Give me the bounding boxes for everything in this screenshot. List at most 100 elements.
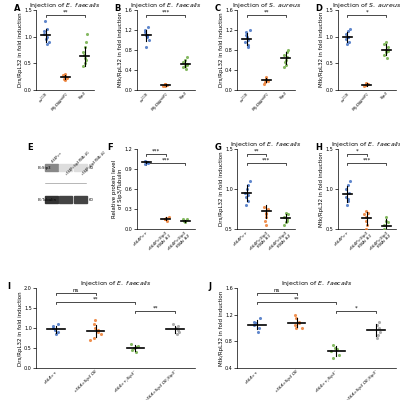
Point [377,328,384,335]
Point [347,25,353,32]
Text: IB:Sip3: IB:Sip3 [37,166,51,170]
Point [162,82,168,88]
Text: **: ** [93,296,98,302]
Point [281,64,287,70]
Point [44,33,50,40]
Point [182,56,189,63]
Y-axis label: Drs/RpL32 in fold induction: Drs/RpL32 in fold induction [18,12,23,87]
Point [384,54,390,61]
Point [384,232,390,238]
Point [262,218,268,224]
Y-axis label: Mtk/RpL32 in fold induction: Mtk/RpL32 in fold induction [319,151,324,227]
Point [182,218,188,225]
Point [342,186,349,192]
Text: B: B [114,4,121,13]
Title: Injection of $\it{E.\ faecalis}$: Injection of $\it{E.\ faecalis}$ [230,140,302,149]
Point [281,52,287,58]
Text: F: F [107,143,113,152]
Y-axis label: Mtk/RpL32 in fold induction: Mtk/RpL32 in fold induction [319,12,324,88]
Point [95,329,101,335]
Point [135,343,141,349]
Point [184,60,190,67]
Point [245,198,251,204]
Point [62,77,68,83]
Point [162,81,168,87]
Point [283,216,290,222]
Point [43,36,49,42]
Point [182,219,188,225]
Point [61,76,68,82]
Point [251,322,258,328]
Point [244,34,250,40]
Point [345,190,352,196]
Point [84,31,90,37]
Text: **: ** [152,305,158,310]
Point [256,315,263,322]
Point [142,161,148,167]
Point [292,322,298,328]
Title: Injection of $\it{E.\ faecalis}$: Injection of $\it{E.\ faecalis}$ [281,280,352,288]
Title: Injection of $\it{E.\ faecalis}$: Injection of $\it{E.\ faecalis}$ [130,1,202,10]
Point [162,82,168,89]
Point [384,44,391,50]
Y-axis label: Mtk/RpL32 in fold induction: Mtk/RpL32 in fold induction [219,290,224,366]
Text: ns: ns [72,288,79,293]
Point [365,210,371,216]
Point [170,321,176,328]
Point [329,355,336,361]
Point [82,44,88,50]
Title: Injection of $\it{E.\ faecalis}$: Injection of $\it{E.\ faecalis}$ [80,280,151,288]
Point [364,222,370,228]
Point [381,222,388,228]
Point [284,46,291,53]
Point [282,59,288,66]
Point [332,345,338,351]
Point [284,218,290,224]
Point [250,318,257,325]
Point [92,325,98,332]
Point [364,81,370,88]
Point [242,194,249,200]
Bar [74,196,87,203]
Point [176,329,182,335]
Point [283,219,289,226]
Point [363,208,369,214]
Point [143,34,150,40]
Text: ns: ns [274,288,280,293]
Text: I: I [7,282,10,291]
Point [143,44,149,50]
Point [246,27,253,33]
Point [344,41,350,48]
Point [184,62,190,68]
Point [53,331,60,337]
Point [262,211,269,218]
Point [243,202,250,208]
Point [245,192,251,198]
Point [345,39,352,45]
Point [183,54,190,60]
Point [180,216,186,223]
Point [361,211,368,218]
Point [299,325,306,332]
Point [384,230,391,236]
Bar [45,196,58,203]
Point [345,195,352,202]
Point [60,72,66,78]
Point [343,194,349,200]
Point [345,33,352,40]
Point [347,178,353,184]
Point [343,31,349,37]
Point [374,332,381,338]
Point [345,33,352,40]
Point [281,214,287,220]
Point [165,214,172,220]
Point [262,210,269,216]
Point [52,327,58,334]
Point [345,198,352,204]
Point [363,82,370,88]
Point [62,73,68,80]
Point [383,218,390,224]
Point [383,214,390,220]
Point [173,325,180,332]
Point [50,323,56,330]
